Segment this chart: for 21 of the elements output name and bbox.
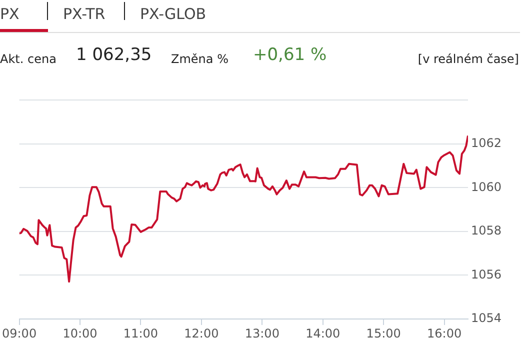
text: PX-TR — [63, 5, 106, 23]
x-tick-label: 10:00 — [62, 326, 98, 340]
text: PX-GLOB — [140, 5, 206, 23]
y-tick-label: 1056 — [471, 267, 502, 282]
text: Změna % — [171, 52, 228, 66]
x-tick-label: 16:00 — [427, 326, 462, 340]
text: Akt. cena — [0, 52, 56, 66]
chart-title: PX — [0, 5, 20, 23]
x-tick-label: 15:00 — [366, 326, 401, 340]
y-tick-label: 1058 — [471, 224, 502, 238]
x-tick-label: 09:00 — [2, 326, 37, 340]
x-tick-label: 11:00 — [123, 326, 158, 340]
x-tick-label: 13:00 — [244, 326, 280, 340]
text: +0,61 % — [253, 45, 327, 65]
y-tick-label: 1054 — [471, 311, 502, 326]
text: 1 062,35 — [76, 45, 152, 65]
text: [v reálném čase] — [418, 52, 519, 66]
y-tick-label: 1060 — [471, 180, 502, 194]
y-tick-label: 1062 — [471, 136, 502, 150]
x-tick-label: 12:00 — [184, 326, 219, 340]
x-tick-label: 14:00 — [306, 326, 340, 340]
